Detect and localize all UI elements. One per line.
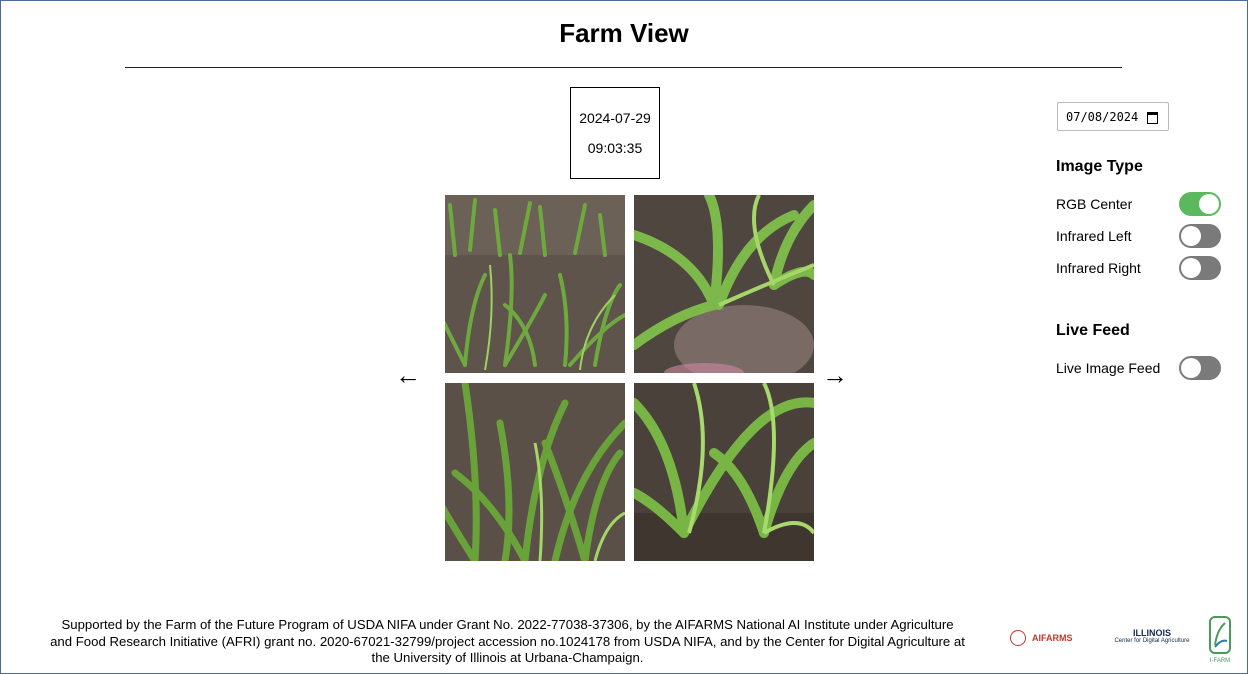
image-type-option-ir-right: Infrared Right (1056, 256, 1221, 280)
title-divider (125, 67, 1122, 68)
option-label: Infrared Left (1056, 228, 1132, 244)
toggle-knob (1181, 226, 1201, 246)
aifarms-logo-text: AIFARMS (1032, 633, 1073, 643)
ifarm-logo: I-FARM (1207, 615, 1233, 667)
crop-image-2[interactable] (634, 195, 814, 373)
toggle-knob (1199, 194, 1219, 214)
footer-line: the University of Illinois at Urbana-Cha… (371, 650, 644, 665)
aifarms-seal-icon (1010, 630, 1026, 646)
illinois-cda-logo: ILLINOIS Center for Digital Agriculture (1108, 626, 1196, 644)
aifarms-logo: AIFARMS (1010, 630, 1073, 646)
toggle-knob (1181, 358, 1201, 378)
live-feed-toggle[interactable] (1179, 356, 1221, 380)
infrared-left-toggle[interactable] (1179, 224, 1221, 248)
date-value: 07/08/2024 (1066, 109, 1139, 124)
option-label: Infrared Right (1056, 260, 1141, 276)
footer-line: and Food Research Initiative (AFRI) gran… (50, 633, 965, 649)
toggle-knob (1181, 258, 1201, 278)
rgb-center-toggle[interactable] (1179, 192, 1221, 216)
capture-date: 2024-07-29 (579, 110, 651, 126)
live-feed-row: Live Image Feed (1056, 356, 1221, 380)
next-arrow-button[interactable]: → (822, 360, 848, 390)
image-type-heading: Image Type (1056, 158, 1143, 175)
funding-acknowledgement: Supported by the Farm of the Future Prog… (20, 617, 995, 667)
crop-image-1[interactable] (445, 195, 625, 373)
crop-image-3[interactable] (445, 383, 625, 561)
image-type-option-rgb: RGB Center (1056, 192, 1221, 216)
live-feed-label: Live Image Feed (1056, 360, 1161, 376)
image-type-option-ir-left: Infrared Left (1056, 224, 1221, 248)
date-picker[interactable]: 07/08/2024 (1057, 102, 1169, 131)
illinois-logo-subtext: Center for Digital Agriculture (1114, 638, 1190, 644)
infrared-right-toggle[interactable] (1179, 256, 1221, 280)
capture-time: 09:03:35 (587, 140, 643, 156)
ifarm-logo-text: I-FARM (1210, 658, 1230, 664)
previous-arrow-button[interactable]: ← (395, 360, 421, 390)
image-grid (445, 195, 814, 562)
option-label: RGB Center (1056, 196, 1133, 212)
illinois-logo-text: ILLINOIS (1133, 628, 1171, 638)
footer-line: Supported by the Farm of the Future Prog… (61, 617, 954, 632)
calendar-icon[interactable] (1147, 112, 1158, 124)
capture-timestamp: 2024-07-29 09:03:35 (570, 87, 660, 179)
crop-image-4[interactable] (634, 383, 814, 561)
live-feed-heading: Live Feed (1056, 322, 1130, 339)
page-title: Farm View (559, 18, 689, 48)
